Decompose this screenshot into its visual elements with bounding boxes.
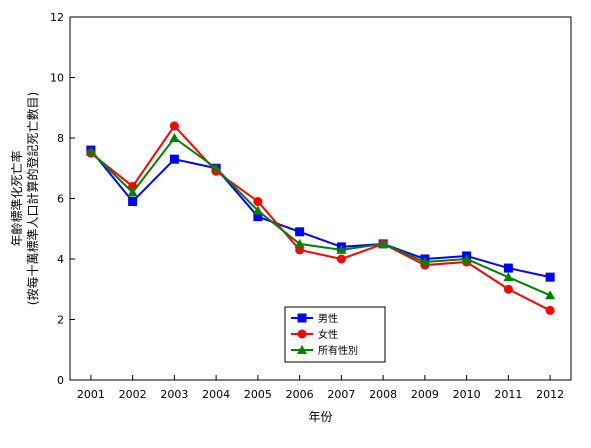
- legend-marker: [297, 313, 307, 323]
- series-line: [90, 136, 551, 297]
- legend-entry: 男性: [291, 312, 338, 325]
- y-tick-label: 2: [57, 314, 64, 327]
- x-axis-title: 年份: [308, 410, 332, 424]
- y-axis-title-line1: 年齡標準化死亡率: [9, 150, 24, 246]
- series-2: [85, 133, 556, 300]
- legend-label: 男性: [318, 312, 338, 325]
- legend-label: 所有性別: [318, 344, 358, 357]
- legend-label: 女性: [318, 328, 338, 341]
- x-tick-label: 2007: [327, 388, 355, 401]
- data-point: [336, 254, 346, 264]
- data-point: [545, 305, 555, 315]
- series-layer: [85, 121, 556, 315]
- data-point: [127, 187, 138, 197]
- data-point: [503, 272, 514, 282]
- x-tick-label: 2003: [160, 388, 188, 401]
- legend-marker: [297, 345, 307, 354]
- data-point: [461, 254, 472, 263]
- y-tick-label: 10: [50, 72, 64, 85]
- x-tick-label: 2004: [202, 388, 230, 401]
- x-tick-label: 2006: [286, 388, 314, 401]
- y-tick-label: 4: [57, 253, 64, 266]
- y-axis-ticks: 0 2 4 6 8 10 12: [50, 11, 75, 387]
- data-point: [169, 121, 179, 131]
- data-point: [378, 238, 389, 248]
- x-tick-label: 2011: [494, 388, 522, 401]
- data-point: [253, 197, 263, 207]
- data-point: [169, 154, 179, 164]
- data-point: [503, 284, 513, 294]
- series-line: [90, 124, 551, 312]
- data-point: [503, 263, 513, 273]
- x-tick-label: 2010: [453, 388, 481, 401]
- data-point: [211, 163, 222, 173]
- x-tick-label: 2008: [369, 388, 397, 401]
- x-tick-label: 2002: [119, 388, 147, 401]
- y-axis-title-line2: (按每十萬標準人口計算的登記死亡數目): [25, 92, 40, 305]
- data-point: [294, 238, 305, 248]
- data-point: [85, 146, 96, 156]
- legend-entry: 所有性別: [291, 344, 358, 357]
- series-line: [90, 149, 551, 279]
- legend-marker: [297, 329, 307, 339]
- x-axis-ticks: 2001 2002 2003 2004 2005 2006 2007 2008 2009 2010…: [77, 375, 564, 401]
- x-tick-label: 2005: [244, 388, 272, 401]
- data-point: [419, 257, 430, 267]
- data-point: [336, 244, 347, 254]
- y-tick-label: 8: [57, 132, 64, 145]
- data-point: [169, 133, 180, 142]
- x-tick-label: 2009: [411, 388, 439, 401]
- series-0: [86, 145, 555, 282]
- x-tick-label: 2012: [536, 388, 564, 401]
- data-point: [128, 197, 138, 207]
- data-point: [253, 212, 263, 222]
- y-tick-label: 6: [57, 193, 64, 206]
- x-tick-label: 2001: [77, 388, 105, 401]
- y-tick-label: 12: [50, 11, 64, 24]
- y-axis-title: 年齡標準化死亡率 (按每十萬標準人口計算的登記死亡數目): [9, 92, 40, 305]
- legend-entry: 女性: [291, 328, 338, 341]
- y-tick-label: 0: [57, 374, 64, 387]
- data-point: [295, 227, 305, 237]
- data-point: [252, 205, 263, 215]
- series-1: [86, 121, 555, 315]
- data-point: [545, 272, 555, 282]
- data-point: [545, 290, 556, 300]
